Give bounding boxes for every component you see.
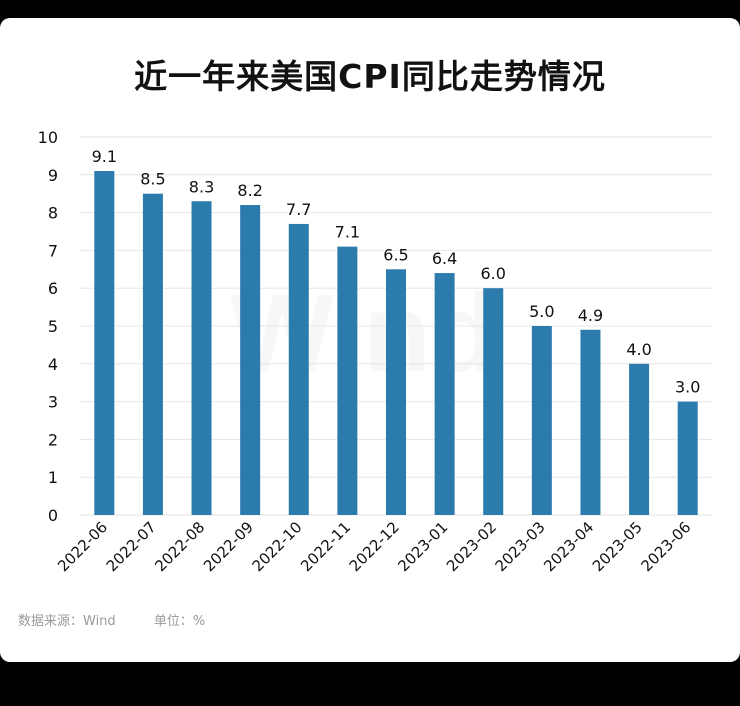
y-tick-label: 0 [48,506,58,525]
y-tick-label: 6 [48,279,58,298]
y-tick-label: 2 [48,430,58,449]
footer: 数据来源：Wind 单位：% [18,610,239,629]
bar [677,401,698,515]
bar [434,273,455,515]
data-label: 6.0 [481,264,506,283]
y-tick-label: 5 [48,317,58,336]
chart-title: 近一年来美国CPI同比走势情况 [134,57,606,96]
x-tick-label: 2022-06 [54,518,111,575]
unit-note: 单位：% [153,614,206,629]
bar [142,193,163,515]
data-label: 5.0 [529,302,554,321]
y-tick-label: 4 [48,355,58,374]
bar [580,329,601,515]
y-tick-label: 10 [38,128,58,147]
data-label: 3.0 [675,378,700,397]
x-tick-label: 2023-03 [492,518,549,575]
source-note: 数据来源：Wind [18,614,116,629]
chart-card [0,18,740,662]
data-label: 9.1 [92,147,117,166]
data-label: 8.2 [237,181,262,200]
x-tick-label: 2023-02 [443,518,500,575]
data-label: 7.1 [335,223,360,242]
data-label: 6.4 [432,249,457,268]
data-label: 8.3 [189,177,214,196]
x-tick-label: 2023-05 [589,518,646,575]
data-label: 4.0 [626,340,651,359]
data-label: 4.9 [578,306,603,325]
y-tick-label: 3 [48,393,58,412]
bar [337,246,358,515]
bar [288,223,309,515]
x-tick-label: 2023-06 [637,518,694,575]
bar [483,288,504,515]
y-tick-label: 8 [48,204,58,223]
x-tick-label: 2022-12 [346,518,403,575]
y-tick-label: 1 [48,468,58,487]
x-tick-label: 2023-01 [394,518,451,575]
data-label: 8.5 [140,170,165,189]
bar [191,201,212,515]
bar [386,269,406,515]
bar [94,171,115,515]
x-tick-label: 2023-04 [540,518,597,575]
data-label: 6.5 [383,245,408,264]
x-tick-label: 2022-08 [151,518,208,575]
bar [629,363,650,515]
x-tick-label: 2022-11 [297,518,354,575]
y-tick-label: 7 [48,241,58,260]
bar [531,326,552,515]
x-tick-label: 2022-09 [200,518,257,575]
bar [240,205,261,516]
x-tick-label: 2022-07 [103,518,160,575]
data-label: 7.7 [286,200,311,219]
x-tick-label: 2022-10 [249,518,306,575]
y-tick-label: 9 [48,166,58,185]
